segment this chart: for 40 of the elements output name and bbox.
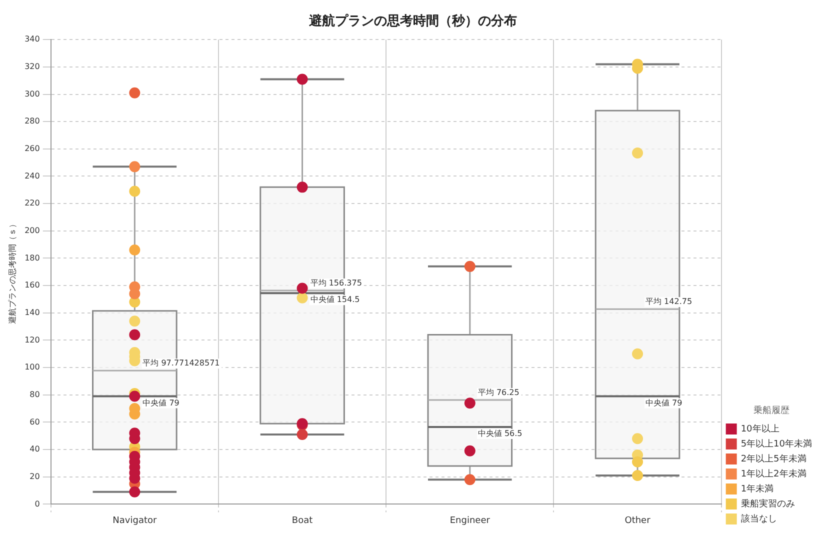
x-tick-label: Other (624, 516, 651, 526)
y-tick-label: 40 (30, 444, 40, 454)
y-tick-label: 320 (24, 62, 40, 72)
y-tick-label: 200 (24, 226, 40, 235)
legend-label: 5年以上10年未満 (740, 438, 812, 450)
annotation: 中央値 79 (646, 398, 682, 408)
legend-label: 2年以上5年未満 (740, 453, 806, 464)
x-tick-label: Engineer (450, 516, 490, 526)
y-tick-label: 60 (30, 417, 40, 426)
x-tick-label: Navigator (112, 516, 157, 526)
annotation: 中央値 154.5 (310, 295, 360, 304)
y-tick-label: 100 (24, 362, 40, 372)
y-tick-label: 300 (24, 89, 40, 98)
y-tick-label: 140 (24, 308, 40, 317)
annotation: 平均 76.25 (478, 388, 520, 398)
legend-label: 乗船実習のみ (740, 498, 795, 510)
annotation: 平均 156.375 (310, 278, 362, 288)
y-tick-label: 240 (24, 171, 40, 180)
x-tick-label: Boat (292, 516, 314, 526)
legend-title: 乗船履歴 (754, 405, 790, 416)
y-tick-label: 260 (24, 144, 40, 153)
y-tick-label: 220 (24, 198, 40, 208)
chart-title: 避航プランの思考時間（秒）の分布 (308, 13, 517, 30)
annotation: 平均 97.771428571 (142, 358, 220, 368)
y-tick-label: 0 (34, 499, 40, 508)
y-tick-label: 280 (24, 116, 40, 126)
y-tick-label: 120 (24, 335, 40, 344)
y-tick-label: 180 (24, 253, 40, 262)
y-tick-label: 160 (24, 280, 40, 290)
y-tick-label: 80 (30, 390, 40, 399)
y-tick-label: 340 (24, 34, 40, 44)
legend-label: 1年未満 (740, 483, 774, 494)
y-tick-label: 20 (30, 472, 40, 481)
legend-label: 該当なし (740, 513, 777, 524)
annotation: 平均 142.75 (646, 297, 692, 306)
legend-label: 1年以上2年未満 (740, 468, 806, 480)
y-axis-title: 避航プランの思考時間（ｓ） (8, 220, 17, 324)
annotation: 中央値 79 (142, 398, 180, 408)
annotation: 中央値 56.5 (478, 429, 522, 438)
legend-label: 10年以上 (740, 423, 780, 434)
